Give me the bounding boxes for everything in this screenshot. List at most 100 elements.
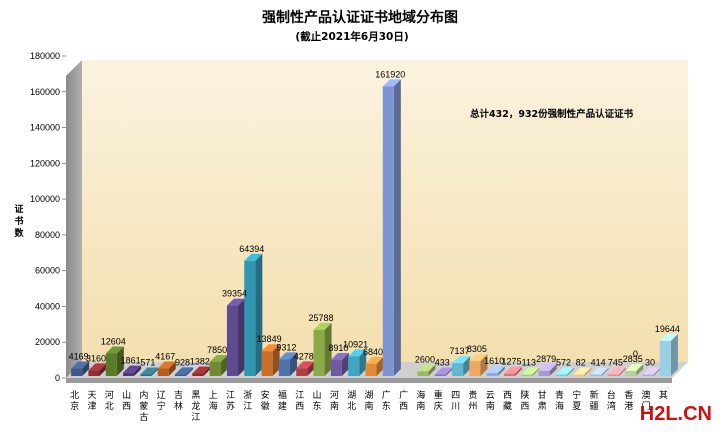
bar-甘肃 xyxy=(538,363,557,376)
floor-edge xyxy=(66,378,672,383)
category-label-其: 其 xyxy=(659,390,668,401)
bar-青海 xyxy=(555,367,574,376)
value-label-北京: 4169 xyxy=(69,352,89,362)
category-label-浙江: 浙江 xyxy=(243,389,252,412)
category-label-黑龙江: 黑龙江 xyxy=(191,390,200,423)
value-label-山西: 1861 xyxy=(121,356,141,366)
category-label-云南: 云南 xyxy=(486,391,495,412)
category-labels: 北京天津河北山西内蒙古辽宁吉林黑龙江上海江苏浙江安徽福建江西山东河南湖北湖南广东… xyxy=(70,389,668,423)
y-tick-label: 40000 xyxy=(35,301,60,311)
category-label-宁夏: 宁夏 xyxy=(572,389,581,412)
bar-台湾 xyxy=(607,367,626,376)
y-tick-label: 0 xyxy=(55,373,60,383)
category-label-贵州: 贵州 xyxy=(468,389,477,412)
value-label-贵州: 8305 xyxy=(467,344,487,354)
category-label-新疆: 新疆 xyxy=(590,389,599,412)
bar-四川 xyxy=(452,356,471,376)
category-label-香港: 香港 xyxy=(624,390,633,412)
category-label-福建: 福建 xyxy=(278,389,287,412)
category-label-青海: 青海 xyxy=(555,389,564,412)
bar-其 xyxy=(659,333,678,376)
value-label-海南: 2600 xyxy=(415,354,435,364)
category-label-吉林: 吉林 xyxy=(174,390,183,412)
value-label-江苏: 39354 xyxy=(222,289,247,299)
category-label-广西: 广西 xyxy=(399,389,408,412)
bar-广东 xyxy=(382,79,401,376)
value-label-浙江: 64394 xyxy=(239,244,264,254)
y-tick-label: 140000 xyxy=(30,123,60,133)
bar-吉林 xyxy=(175,367,194,376)
value-label-其: 19644 xyxy=(655,324,680,334)
chart-subtitle: (截止2021年6月30日) xyxy=(295,30,408,43)
bar-江苏 xyxy=(226,298,246,376)
side-wall xyxy=(66,60,82,378)
y-axis-label: 证书数 xyxy=(14,204,24,239)
category-label-河南: 河南 xyxy=(330,389,339,412)
y-axis-ticks: 0 20000 40000 60000 80000 100000 120000 140000 1… xyxy=(30,51,66,383)
category-label-辽宁: 辽宁 xyxy=(157,390,166,412)
bar-辽宁 xyxy=(157,361,176,376)
value-label-四川: 7137 xyxy=(450,346,470,356)
y-tick-label: 180000 xyxy=(30,51,60,61)
bar-香港 xyxy=(625,363,644,376)
value-label-湖北: 10921 xyxy=(343,339,368,349)
category-label-湖北: 湖北 xyxy=(347,390,356,412)
bar-宁夏 xyxy=(573,367,592,376)
bar-山东 xyxy=(313,322,332,376)
value-label-澳门: 30 xyxy=(645,358,655,368)
bar-黑龙江 xyxy=(192,366,211,376)
bar-series xyxy=(71,79,678,376)
bar-北京 xyxy=(71,361,90,376)
y-tick-label: 60000 xyxy=(35,266,60,276)
value-label-吉林: 928 xyxy=(175,357,190,367)
bar-澳门 xyxy=(642,367,661,376)
category-label-北京: 北京 xyxy=(70,390,79,412)
chart-title: 强制性产品认证证书地域分布图 xyxy=(262,9,458,26)
category-label-广东: 广东 xyxy=(382,389,391,412)
value-label-云南: 1610 xyxy=(484,356,504,366)
category-label-天津: 天津 xyxy=(87,391,96,412)
value-label-山东: 25788 xyxy=(309,313,334,323)
category-label-江苏: 江苏 xyxy=(226,390,235,412)
value-label-上海: 7850 xyxy=(207,345,227,355)
total-annotation: 总计432，932份强制性产品认证证书 xyxy=(470,108,634,120)
y-tick-label: 160000 xyxy=(30,87,60,97)
bar-海南 xyxy=(417,364,436,376)
bar-云南 xyxy=(486,366,505,376)
bar-贵州 xyxy=(469,354,488,376)
extra-value-label: 0 xyxy=(633,349,638,359)
value-label-河南: 8910 xyxy=(328,343,348,353)
category-label-海南: 海南 xyxy=(416,389,425,412)
y-tick-label: 20000 xyxy=(35,337,60,347)
value-label-安徽: 13849 xyxy=(257,334,282,344)
y-tick-label: 80000 xyxy=(35,230,60,240)
category-label-山东: 山东 xyxy=(313,390,322,412)
value-label-湖南: 6840 xyxy=(363,347,383,357)
category-label-山西: 山西 xyxy=(122,390,131,412)
bar-浙江 xyxy=(244,253,263,376)
value-label-西藏: 1275 xyxy=(501,357,521,367)
svg-text:证书数: 证书数 xyxy=(14,204,24,239)
bar-江西 xyxy=(296,361,315,376)
value-label-新疆: 414 xyxy=(591,358,606,368)
value-label-天津: 3160 xyxy=(86,353,106,363)
value-label-台湾: 745 xyxy=(608,358,623,368)
category-label-澳门: 澳门 xyxy=(642,389,651,412)
category-label-西藏: 西藏 xyxy=(503,390,512,412)
bar-上海 xyxy=(209,354,228,376)
value-label-江西: 4278 xyxy=(294,351,314,361)
bar-安徽 xyxy=(261,344,280,376)
bar-福建 xyxy=(278,352,297,376)
watermark: H2L.CN xyxy=(640,403,712,425)
bar-陕西 xyxy=(521,367,540,376)
value-label-香港: 2835 xyxy=(623,354,643,364)
value-label-青海: 572 xyxy=(556,358,571,368)
bar-湖北 xyxy=(348,349,367,376)
category-label-台湾: 台湾 xyxy=(607,389,616,412)
bar-西藏 xyxy=(503,366,523,376)
category-label-上海: 上海 xyxy=(209,390,218,412)
bar-重庆 xyxy=(434,367,453,376)
category-label-安徽: 安徽 xyxy=(261,389,270,412)
